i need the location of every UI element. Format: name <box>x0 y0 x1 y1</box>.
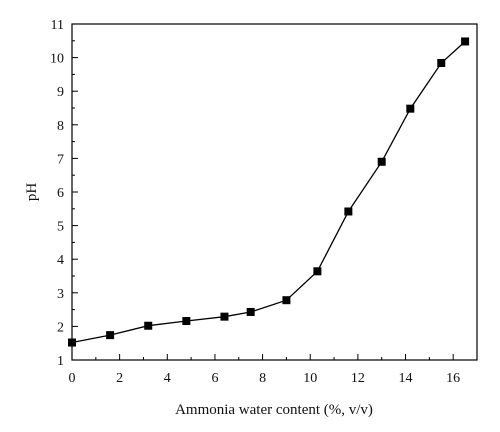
y-tick-label: 7 <box>57 152 64 167</box>
y-tick-label: 6 <box>57 186 64 201</box>
x-tick-label: 2 <box>116 371 123 386</box>
data-point <box>106 331 115 340</box>
x-tick-label: 8 <box>259 371 266 386</box>
data-point <box>437 58 446 67</box>
y-tick-label: 5 <box>57 220 64 235</box>
series-line <box>71 41 466 344</box>
x-tick-label: 16 <box>446 371 460 386</box>
y-axis-ticks: 1 2 3 4 5 6 7 8 9 10 11 <box>50 18 78 369</box>
x-tick-label: 14 <box>399 371 413 386</box>
x-tick-label: 12 <box>351 371 365 386</box>
data-point <box>344 207 353 216</box>
data-point <box>220 312 229 321</box>
data-point <box>182 317 191 326</box>
y-tick-label: 10 <box>50 52 64 67</box>
data-point <box>377 157 386 166</box>
data-point <box>461 37 470 46</box>
data-point <box>246 307 255 316</box>
x-tick-label: 0 <box>69 371 76 386</box>
x-tick-label: 10 <box>303 371 317 386</box>
y-tick-label: 3 <box>57 287 64 302</box>
data-point <box>406 104 415 113</box>
data-point <box>144 321 153 330</box>
plot-frame <box>71 23 478 361</box>
x-tick-label: 6 <box>211 371 218 386</box>
y-tick-label: 11 <box>51 18 64 33</box>
x-axis-title: Ammonia water content (%, v/v) <box>175 402 373 418</box>
x-tick-label: 4 <box>164 371 171 386</box>
data-point <box>68 338 76 347</box>
y-axis-title: pH <box>24 183 40 202</box>
y-tick-label: 1 <box>57 354 64 369</box>
series-markers <box>68 37 470 347</box>
y-tick-label: 2 <box>57 320 64 335</box>
y-tick-label: 8 <box>57 119 64 134</box>
data-point <box>313 267 322 276</box>
y-tick-label: 9 <box>57 85 64 100</box>
data-point <box>282 296 291 305</box>
y-tick-label: 4 <box>57 253 64 268</box>
x-axis-ticks: 0 2 4 6 8 10 12 14 16 <box>69 354 478 386</box>
